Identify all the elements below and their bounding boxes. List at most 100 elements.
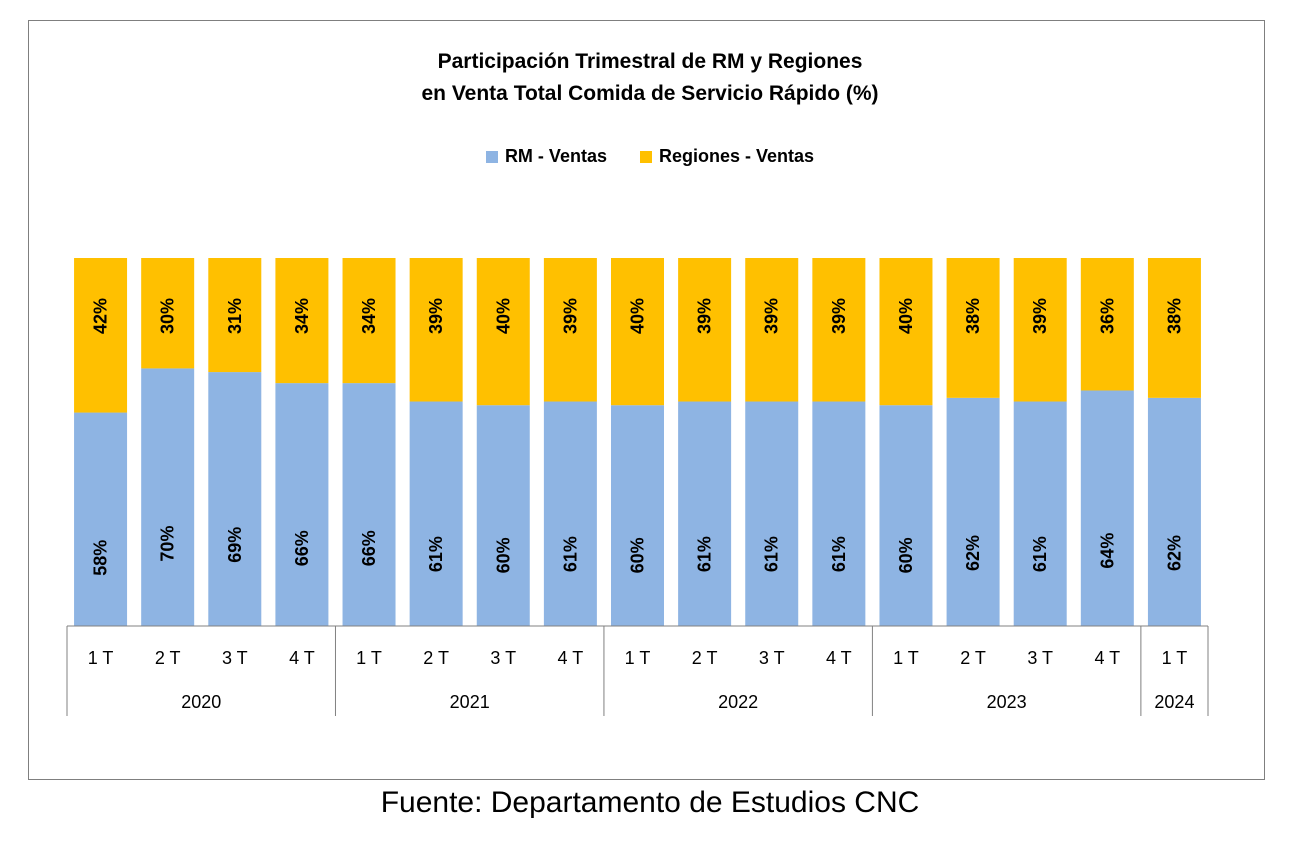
tick-label-quarter-4: 4 T [289,648,315,668]
tick-label-quarter-1: 1 T [88,648,114,668]
legend-item-regiones: Regiones - Ventas [639,146,815,167]
data-label-rm-14: 62% [963,535,983,571]
tick-label-quarter-3: 3 T [222,648,248,668]
bar-regiones-6 [409,258,463,402]
bar-regiones-2 [141,258,195,369]
data-label-regiones-4: 34% [292,298,312,334]
tick-label-quarter-10: 2 T [692,648,718,668]
bar-regiones-11 [745,258,799,402]
data-label-regiones-1: 42% [91,298,111,334]
data-label-regiones-9: 40% [628,298,648,334]
bar-regiones-10 [678,258,732,402]
data-label-rm-1: 58% [91,540,111,576]
chart-legend: RM - Ventas Regiones - Ventas [0,146,1300,168]
tick-label-quarter-9: 1 T [625,648,651,668]
legend-item-rm: RM - Ventas [485,146,607,167]
bar-regiones-5 [342,258,396,384]
bar-regiones-3 [208,258,262,373]
tick-label-quarter-15: 3 T [1027,648,1053,668]
data-label-rm-11: 61% [762,536,782,572]
data-label-regiones-13: 40% [896,298,916,334]
tick-label-year-2024: 2024 [1154,692,1194,712]
data-label-regiones-10: 39% [695,298,715,334]
tick-label-quarter-17: 1 T [1162,648,1188,668]
tick-label-year-2022: 2022 [718,692,758,712]
data-label-regiones-2: 30% [158,298,178,334]
bar-regiones-15 [1013,258,1067,402]
bar-regiones-16 [1080,258,1134,391]
legend-swatch-regiones [639,150,652,163]
bar-rm-9 [611,405,664,626]
data-label-regiones-3: 31% [225,298,245,334]
source-note: Fuente: Departamento de Estudios CNC [380,786,920,819]
bar-regiones-8 [543,258,597,402]
chart-title-line-2: en Venta Total Comida de Servicio Rápido… [421,82,879,105]
bar-rm-3 [208,372,262,626]
data-label-rm-15: 61% [1030,536,1050,572]
data-label-regiones-12: 39% [829,298,849,334]
bar-rm-17 [1147,397,1201,626]
data-label-regiones-8: 39% [560,298,580,334]
tick-label-year-2020: 2020 [181,692,221,712]
bar-rm-7 [476,405,530,626]
tick-label-quarter-13: 1 T [893,648,919,668]
data-label-rm-8: 61% [560,536,580,572]
bar-regiones-1 [74,258,128,413]
legend-label-regiones: Regiones - Ventas [658,146,815,166]
bar-rm-15 [1013,401,1067,626]
data-label-rm-10: 61% [695,536,715,572]
legend-swatch-rm [485,150,498,163]
tick-label-quarter-16: 4 T [1094,648,1120,668]
tick-label-quarter-12: 4 T [826,648,852,668]
data-label-rm-7: 60% [493,537,513,573]
tick-label-quarter-5: 1 T [356,648,382,668]
bar-regiones-7 [476,258,530,406]
bar-rm-5 [342,383,396,626]
bar-rm-10 [678,401,732,626]
tick-label-year-2023: 2023 [987,692,1027,712]
data-label-rm-17: 62% [1164,535,1184,571]
bar-rm-6 [409,401,463,626]
data-label-regiones-11: 39% [762,298,782,334]
data-label-rm-3: 69% [225,527,245,563]
bar-rm-12 [812,401,866,626]
tick-label-quarter-8: 4 T [558,648,584,668]
legend-label-rm: RM - Ventas [504,146,607,166]
data-label-regiones-16: 36% [1097,298,1117,334]
bar-regiones-13 [879,258,933,406]
data-label-rm-12: 61% [829,536,849,572]
chart-title-line-1: Participación Trimestral de RM y Regione… [437,50,863,73]
tick-label-quarter-14: 2 T [960,648,986,668]
bar-regiones-4 [275,258,329,384]
data-label-rm-16: 64% [1097,533,1117,569]
tick-label-quarter-7: 3 T [490,648,516,668]
tick-label-quarter-6: 2 T [423,648,449,668]
bar-rm-1 [74,412,128,626]
tick-label-quarter-11: 3 T [759,648,785,668]
data-label-regiones-5: 34% [359,298,379,334]
bar-rm-4 [275,383,329,626]
bar-rm-2 [141,368,195,626]
bar-regiones-17 [1147,258,1201,398]
bar-rm-16 [1080,390,1134,626]
data-label-rm-6: 61% [426,536,446,572]
data-label-regiones-6: 39% [426,298,446,334]
data-label-rm-2: 70% [158,526,178,562]
bar-regiones-14 [946,258,1000,398]
data-label-regiones-7: 40% [493,298,513,334]
bar-rm-14 [946,397,1000,626]
data-label-regiones-14: 38% [963,298,983,334]
data-label-rm-4: 66% [292,530,312,566]
data-label-regiones-17: 38% [1164,298,1184,334]
bar-rm-8 [543,401,597,626]
data-label-rm-5: 66% [359,530,379,566]
data-label-rm-9: 60% [628,537,648,573]
tick-label-quarter-2: 2 T [155,648,181,668]
data-label-rm-13: 60% [896,537,916,573]
bar-regiones-12 [812,258,866,402]
data-label-regiones-15: 39% [1030,298,1050,334]
chart-title: Participación Trimestral de RM y Regione… [0,46,1300,110]
bar-rm-13 [879,405,933,626]
bar-rm-11 [745,401,799,626]
